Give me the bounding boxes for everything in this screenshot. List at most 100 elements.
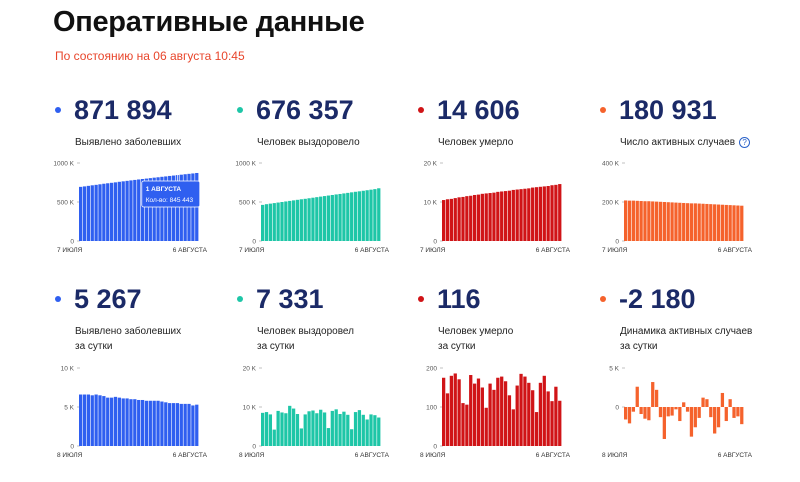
chart-bar[interactable]	[469, 375, 473, 446]
chart-bar[interactable]	[445, 199, 450, 241]
chart-bar[interactable]	[175, 175, 180, 241]
chart-bar[interactable]	[280, 412, 284, 446]
chart-bar[interactable]	[453, 373, 457, 446]
chart-bar[interactable]	[480, 387, 484, 447]
chart-bar[interactable]	[264, 412, 269, 446]
chart-bar[interactable]	[121, 181, 125, 241]
chart-bar[interactable]	[264, 204, 269, 241]
chart-bar[interactable]	[670, 407, 674, 416]
chart-bar[interactable]	[315, 413, 319, 446]
chart-bar[interactable]	[538, 186, 543, 241]
chart-bar[interactable]	[102, 396, 106, 446]
chart-bar[interactable]	[113, 396, 118, 446]
chart-bar[interactable]	[334, 194, 338, 241]
chart-bar[interactable]	[500, 376, 504, 446]
chart-bar[interactable]	[697, 203, 701, 241]
chart-bar[interactable]	[546, 391, 550, 446]
chart-bar[interactable]	[365, 419, 369, 446]
chart-bar[interactable]	[507, 190, 512, 241]
chart-bar[interactable]	[299, 428, 303, 446]
chart-bar[interactable]	[465, 404, 469, 446]
chart-bar[interactable]	[272, 203, 276, 241]
chart-bar[interactable]	[449, 198, 454, 241]
chart-bar[interactable]	[353, 191, 358, 241]
chart-bar[interactable]	[179, 174, 183, 241]
chart-bar[interactable]	[538, 382, 543, 446]
chart-bar[interactable]	[334, 409, 338, 446]
chart-bar[interactable]	[476, 194, 481, 241]
chart-bar[interactable]	[527, 382, 531, 446]
chart-bar[interactable]	[643, 201, 647, 241]
chart-bar[interactable]	[357, 191, 362, 241]
chart-bar[interactable]	[191, 405, 195, 446]
chart-bar[interactable]	[484, 193, 488, 241]
chart-bar[interactable]	[79, 394, 83, 446]
chart-bar[interactable]	[546, 186, 550, 241]
chart-bar[interactable]	[542, 375, 546, 446]
chart-bar[interactable]	[276, 410, 280, 446]
chart-bar[interactable]	[740, 407, 744, 425]
chart-bar[interactable]	[187, 173, 191, 241]
chart-bar[interactable]	[90, 185, 94, 241]
chart-bar[interactable]	[319, 409, 323, 446]
chart-bar[interactable]	[160, 401, 164, 446]
chart-bar[interactable]	[148, 400, 152, 446]
chart-bar[interactable]	[109, 182, 114, 241]
chart-bar[interactable]	[461, 196, 465, 241]
chart-bar[interactable]	[326, 428, 331, 446]
chart-bar[interactable]	[315, 197, 319, 241]
chart-bar[interactable]	[284, 201, 288, 241]
chart-bar[interactable]	[442, 377, 446, 446]
chart-bar[interactable]	[276, 202, 280, 241]
chart-bar[interactable]	[94, 394, 98, 446]
chart-bar[interactable]	[531, 390, 535, 446]
chart-bar[interactable]	[658, 201, 663, 241]
chart-bar[interactable]	[724, 204, 728, 241]
chart-bar[interactable]	[357, 410, 362, 446]
chart-bar[interactable]	[654, 201, 659, 241]
chart-bar[interactable]	[507, 395, 512, 446]
chart-bar[interactable]	[137, 179, 141, 241]
chart-bar[interactable]	[179, 403, 183, 446]
chart-bar[interactable]	[678, 407, 682, 422]
chart-bar[interactable]	[106, 183, 110, 241]
chart-bar[interactable]	[183, 174, 187, 241]
chart-bar[interactable]	[117, 397, 121, 446]
chart-bar[interactable]	[534, 412, 539, 446]
chart-bar[interactable]	[631, 407, 636, 412]
chart-bar[interactable]	[261, 412, 265, 446]
chart-bar[interactable]	[624, 407, 628, 420]
chart-bar[interactable]	[79, 186, 83, 241]
chart-bar[interactable]	[129, 399, 133, 446]
chart-bar[interactable]	[713, 407, 717, 434]
chart-bar[interactable]	[303, 414, 307, 446]
chart-bar[interactable]	[164, 176, 168, 241]
chart-bar[interactable]	[457, 197, 461, 241]
chart-bar[interactable]	[346, 192, 350, 241]
chart-bar[interactable]	[338, 414, 342, 446]
chart-bar[interactable]	[627, 200, 632, 241]
chart-bar[interactable]	[140, 178, 145, 241]
chart-bar[interactable]	[288, 200, 292, 241]
chart-bar[interactable]	[86, 394, 91, 446]
chart-bar[interactable]	[728, 399, 732, 407]
chart-bar[interactable]	[152, 400, 156, 446]
chart-bar[interactable]	[705, 203, 709, 241]
chart-bar[interactable]	[523, 188, 527, 241]
chart-bar[interactable]	[693, 203, 697, 241]
chart-bar[interactable]	[457, 379, 461, 446]
chart-bar[interactable]	[175, 403, 180, 446]
chart-bar[interactable]	[307, 411, 311, 446]
chart-bar[interactable]	[647, 407, 651, 421]
chart-bar[interactable]	[445, 393, 450, 446]
chart-bar[interactable]	[125, 180, 129, 241]
chart-bar[interactable]	[369, 414, 373, 446]
chart-bar[interactable]	[701, 397, 705, 407]
chart-bar[interactable]	[685, 203, 690, 241]
chart-bar[interactable]	[299, 199, 303, 241]
chart-bar[interactable]	[291, 200, 296, 241]
chart-bar[interactable]	[342, 193, 346, 241]
chart-bar[interactable]	[732, 407, 736, 418]
chart-bar[interactable]	[631, 200, 636, 241]
chart-bar[interactable]	[295, 414, 300, 446]
